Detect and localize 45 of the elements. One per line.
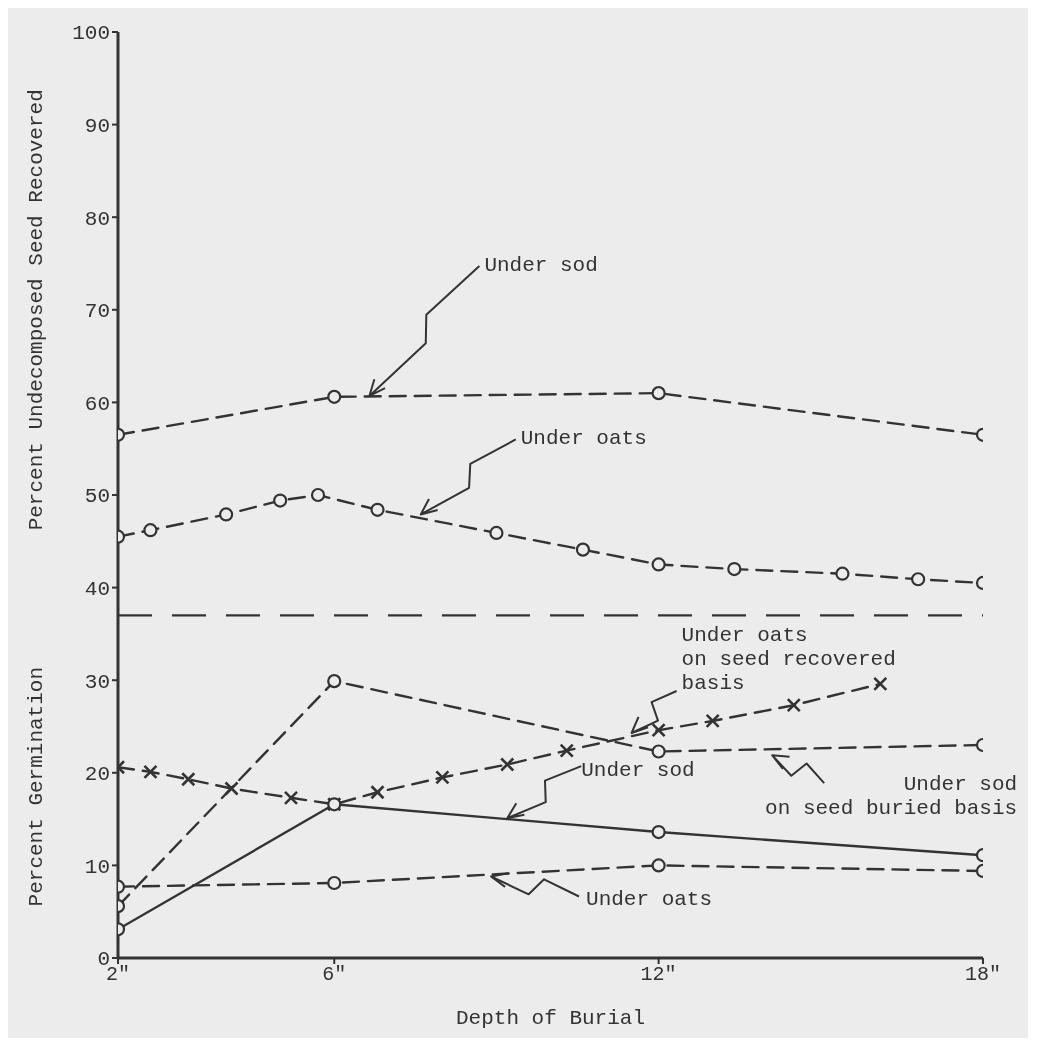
- point: [575, 542, 591, 557]
- point: [219, 507, 234, 522]
- point: [786, 697, 802, 713]
- point: [872, 676, 888, 692]
- y-axis-title: Percent Undecomposed Seed Recovered: [24, 89, 48, 531]
- point: [143, 523, 158, 538]
- point: [435, 770, 450, 785]
- point: [273, 493, 288, 508]
- y-tick-label: 10: [84, 855, 110, 879]
- annotation: Under oats on seed recovered basis: [681, 623, 896, 695]
- annotation: Under oats: [520, 427, 647, 451]
- point: [727, 561, 742, 577]
- y-tick-label: 30: [84, 670, 110, 694]
- y-tick-label: 80: [84, 207, 110, 231]
- point: [489, 525, 504, 541]
- y-tick-label: 50: [84, 485, 110, 509]
- point: [651, 722, 666, 738]
- x-tick-label: 12": [640, 963, 677, 987]
- point: [283, 790, 299, 806]
- x-tick-label: 18": [964, 963, 1002, 987]
- point: [370, 502, 385, 517]
- annotation: Under oats: [586, 887, 713, 911]
- y-tick-label: 100: [72, 22, 110, 46]
- y-tick-label: 70: [84, 300, 110, 324]
- point: [310, 487, 326, 503]
- point: [143, 764, 158, 780]
- annotation: Under sod: [484, 253, 598, 277]
- point: [499, 757, 515, 772]
- point: [911, 572, 926, 587]
- x-tick-label: 6": [322, 963, 347, 987]
- y-tick-label: 40: [84, 578, 110, 602]
- y-tick-label: 90: [84, 115, 110, 139]
- point: [180, 771, 196, 787]
- annotation: Under sod on seed buried basis: [765, 773, 1018, 821]
- point: [835, 566, 850, 581]
- point: [370, 784, 385, 800]
- y-tick-label: 20: [84, 763, 110, 787]
- annotation: Under sod: [581, 759, 695, 783]
- point: [559, 743, 575, 758]
- x-axis-title: Depth of Burial: [455, 1007, 646, 1030]
- y-tick-label: 60: [84, 392, 110, 416]
- point: [705, 713, 720, 729]
- point: [224, 781, 239, 796]
- text: Percent Germination: [24, 666, 48, 907]
- point: [651, 557, 666, 572]
